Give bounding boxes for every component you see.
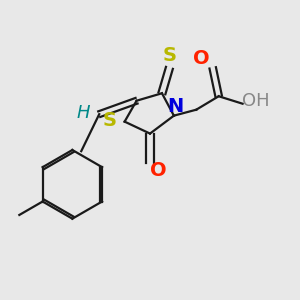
Text: N: N [167,97,184,116]
Text: O: O [193,49,210,68]
Text: OH: OH [242,92,270,110]
Text: S: S [163,46,177,65]
Text: O: O [150,161,167,180]
Text: H: H [77,104,91,122]
Text: S: S [103,111,117,130]
